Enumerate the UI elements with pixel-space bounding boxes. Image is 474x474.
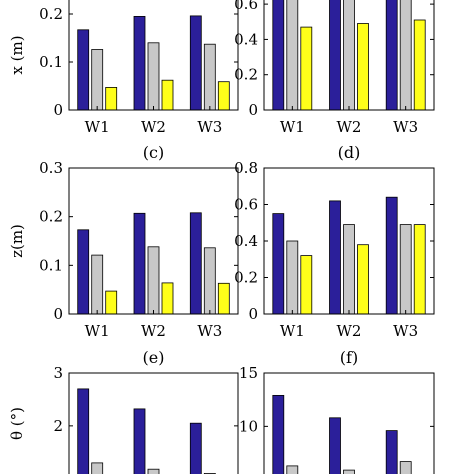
bar-w1-series-1 <box>77 229 90 315</box>
panel-caption: (e) <box>143 348 165 367</box>
bar-w3-series-1 <box>189 15 202 111</box>
bar-w1-series-2 <box>286 0 299 111</box>
y-tick-label: 0 <box>53 305 63 323</box>
bar-w3-series-1 <box>385 0 398 111</box>
bar-w1-series-2 <box>286 465 299 474</box>
y-tick-label: 0.8 <box>234 159 258 177</box>
y-axis-label: z(m) <box>8 224 26 258</box>
y-tick-label: 0.4 <box>234 30 258 48</box>
x-tick-label-w3: W3 <box>197 118 222 136</box>
bar-w2-series-3 <box>161 79 174 111</box>
bar-w3-series-3 <box>217 282 230 315</box>
bar-w3-series-3 <box>413 19 426 111</box>
axes-frame <box>68 0 239 111</box>
y-tick-label: 0 <box>53 101 63 119</box>
bar-w2-series-1 <box>329 200 341 315</box>
x-tick-label-w3: W3 <box>197 322 222 340</box>
bar-w2-series-1 <box>133 212 146 315</box>
bar-w1-series-2 <box>91 462 104 474</box>
bar-w1-series-3 <box>300 255 313 315</box>
y-tick-label: 0.6 <box>234 196 258 214</box>
bar-w3-series-1 <box>189 212 202 315</box>
chart-panel-2: W1 W2 W3 0 0.2 0.4 0.6 (d) <box>234 0 435 162</box>
x-tick-label-w1: W1 <box>85 118 110 136</box>
axes-frame <box>263 372 435 474</box>
bar-w2-series-2 <box>343 469 355 474</box>
bar-w1-series-2 <box>286 240 299 315</box>
bar-w1-series-1 <box>272 394 285 474</box>
y-tick-label: 10 <box>239 417 258 435</box>
bar-w1-series-1 <box>77 388 90 474</box>
y-tick-label: 0.2 <box>234 269 258 287</box>
y-tick-label: 3 <box>53 364 63 382</box>
bar-w3-series-2 <box>399 0 412 111</box>
bar-w2-series-1 <box>329 0 341 111</box>
bar-w1-series-1 <box>272 0 285 111</box>
bar-w2-series-1 <box>329 417 341 474</box>
bar-w2-series-3 <box>161 282 174 315</box>
y-tick-label: 0.1 <box>39 53 63 71</box>
bar-w1-series-1 <box>77 29 90 111</box>
bar-w1-series-1 <box>272 213 285 315</box>
y-tick-label: 0 <box>248 305 258 323</box>
y-tick-label: 0.4 <box>234 232 258 250</box>
bar-w2-series-2 <box>343 224 355 315</box>
chart-panel-1: W1 W2 W3 0 0.1 0.2 x (m) (c) <box>8 0 239 162</box>
bar-w3-series-2 <box>203 43 216 111</box>
bar-w1-series-2 <box>91 49 104 111</box>
bar-w3-series-1 <box>189 422 202 474</box>
y-tick-label: 15 <box>239 364 258 382</box>
y-tick-label: 0.2 <box>39 208 63 226</box>
axes-frame <box>68 167 239 315</box>
chart-panel-3: W1 W2 W3 0 0.1 0.2 0.3 z(m) (e) <box>8 159 239 367</box>
bar-w2-series-1 <box>133 15 146 111</box>
bar-w3-series-1 <box>385 196 398 315</box>
x-tick-label-w3: W3 <box>393 118 418 136</box>
bar-w3-series-2 <box>203 247 216 315</box>
bar-w1-series-3 <box>300 26 313 111</box>
bar-w3-series-3 <box>217 81 230 111</box>
bar-w3-series-2 <box>399 461 412 474</box>
x-tick-label-w2: W2 <box>337 118 362 136</box>
bar-w3-series-2 <box>399 224 412 315</box>
y-axis-label: θ (°) <box>8 407 26 440</box>
y-tick-label: 0.3 <box>39 159 63 177</box>
chart-panel-5: 2 3 θ (°) <box>8 364 239 474</box>
bar-w2-series-2 <box>147 246 160 315</box>
x-tick-label-w1: W1 <box>280 322 305 340</box>
y-tick-label: 0.6 <box>234 0 258 13</box>
y-tick-label: 0.1 <box>39 256 63 274</box>
y-tick-label: 0 <box>248 101 258 119</box>
panel-caption: (f) <box>340 348 358 367</box>
bar-w1-series-2 <box>91 254 104 315</box>
bar-w3-series-3 <box>413 224 426 315</box>
y-tick-label: 2 <box>53 417 63 435</box>
bar-w1-series-3 <box>105 290 118 315</box>
bar-w2-series-3 <box>357 23 369 111</box>
y-tick-label: 0.2 <box>39 5 63 23</box>
bar-w2-series-3 <box>357 244 369 315</box>
chart-panel-6: 10 15 <box>239 364 435 474</box>
panel-caption: (c) <box>143 143 164 162</box>
x-tick-label-w2: W2 <box>141 118 166 136</box>
x-tick-label-w2: W2 <box>337 322 362 340</box>
y-tick-label: 0.2 <box>234 66 258 84</box>
axes-frame <box>263 0 435 111</box>
bar-w2-series-2 <box>343 0 355 111</box>
bar-w2-series-1 <box>133 408 146 474</box>
y-axis-label: x (m) <box>8 35 26 74</box>
x-tick-label-w1: W1 <box>85 322 110 340</box>
x-tick-label-w3: W3 <box>393 322 418 340</box>
x-tick-label-w2: W2 <box>141 322 166 340</box>
bar-w3-series-1 <box>385 430 398 474</box>
panel-caption: (d) <box>338 143 361 162</box>
bar-w1-series-3 <box>105 87 118 111</box>
axes-frame <box>68 372 239 474</box>
bar-w2-series-2 <box>147 468 160 474</box>
bar-w2-series-2 <box>147 42 160 111</box>
chart-panel-4: W1 W2 W3 0 0.2 0.4 0.6 0.8 (f) <box>234 159 435 367</box>
x-tick-label-w1: W1 <box>280 118 305 136</box>
